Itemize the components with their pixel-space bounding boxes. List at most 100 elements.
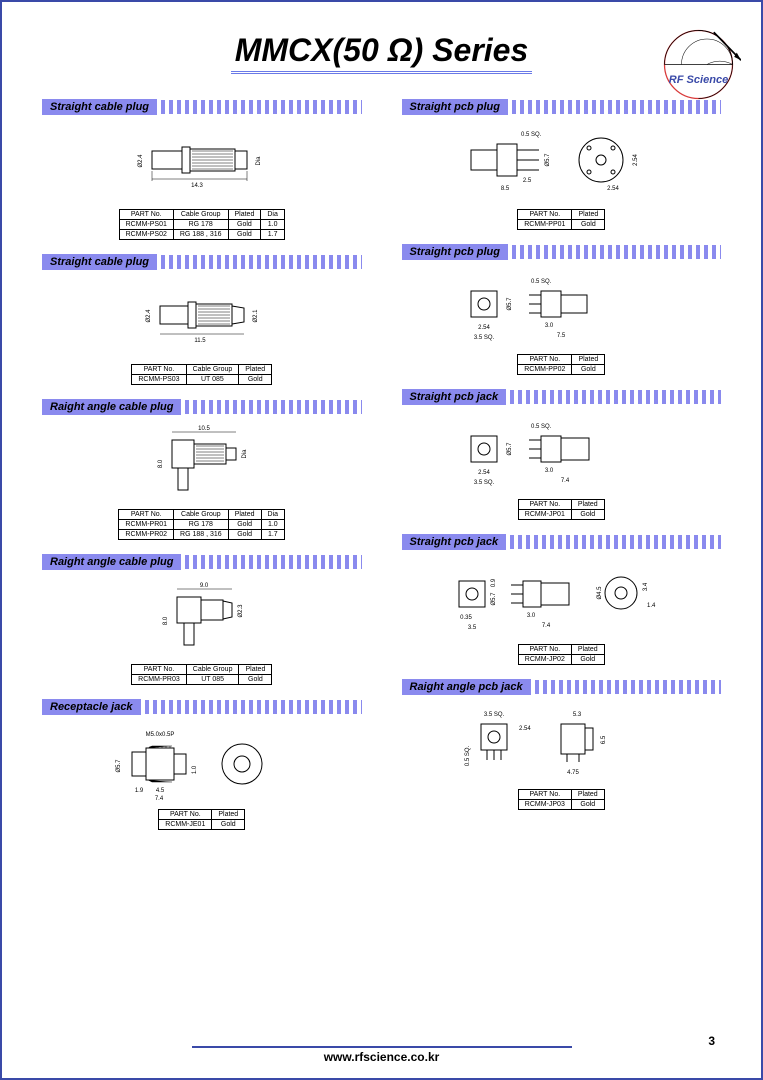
svg-text:0.5 SQ.: 0.5 SQ. [521,132,542,138]
svg-text:Ø5.7: Ø5.7 [507,442,513,456]
part-table-l2: PART No.Cable GroupPlated RCMM-PS03UT 08… [131,364,272,385]
section-label: Straight pcb jack [402,534,507,550]
section-label: Straight pcb jack [402,389,507,405]
part-table-r2: PART No.Plated RCMM-PP02Gold [517,354,605,375]
header-bars [161,100,361,114]
section-label: Raight angle pcb jack [402,679,531,695]
svg-text:2.54: 2.54 [607,186,619,192]
header-bars [510,390,721,404]
svg-text:M5.0x0.5P: M5.0x0.5P [145,732,174,738]
svg-text:8.5: 8.5 [501,186,510,192]
section-label: Straight cable plug [42,254,157,270]
svg-text:1.0: 1.0 [192,765,198,774]
header-bars [510,535,721,549]
page-title: MMCX(50 Ω) Series [231,32,533,74]
section-label: Raight angle cable plug [42,554,181,570]
section-l5: Receptacle jack M5.0x0.5P Ø5.7 1.9 4.5 7… [42,699,362,830]
header-bars [512,245,721,259]
footer: www.rfscience.co.kr [2,1046,761,1064]
svg-text:3.0: 3.0 [545,323,554,329]
svg-text:7.4: 7.4 [542,623,551,629]
svg-text:3.5 SQ.: 3.5 SQ. [484,712,505,718]
svg-text:Ø2.3: Ø2.3 [238,603,244,617]
svg-text:2.54: 2.54 [633,154,639,166]
footer-rule [192,1046,572,1048]
svg-text:7.4: 7.4 [155,796,164,802]
section-l1: Straight cable plug 14.3 [42,99,362,240]
section-l3: Raight angle cable plug 10.5 8.0 Dia [42,399,362,540]
title-area: MMCX(50 Ω) Series RF Science [42,32,721,74]
right-column: Straight pcb plug 0.5 SQ. 8.5 2.5 Ø5.7 2… [402,99,722,844]
part-table-l4: PART No.Cable GroupPlated RCMM-PR03UT 08… [131,664,272,685]
part-table-r5: PART No.Plated RCMM-JP03Gold [518,789,605,810]
svg-text:7.5: 7.5 [557,333,566,339]
svg-text:11.5: 11.5 [194,338,206,344]
part-table-r4: PART No.Plated RCMM-JP02Gold [518,644,605,665]
section-r3: Straight pcb jack 0.5 SQ. Ø5.7 2.54 3.5 … [402,389,722,520]
svg-text:Ø5.7: Ø5.7 [116,759,122,773]
part-table-r1: PART No.Plated RCMM-PP01Gold [517,209,605,230]
part-table-l5: PART No.Plated RCMM-JE01Gold [158,809,245,830]
drawing-receptacle: M5.0x0.5P Ø5.7 1.9 4.5 7.4 1.0 [42,719,362,809]
header-bars [161,255,361,269]
drawing-straight-plug-2: 11.5 Ø2.4 Ø2.1 [42,274,362,364]
svg-text:4.5: 4.5 [156,788,165,794]
svg-text:3.5 SQ.: 3.5 SQ. [474,335,495,341]
svg-text:6.5: 6.5 [601,735,607,744]
svg-text:Dia: Dia [256,156,262,166]
svg-text:10.5: 10.5 [198,426,210,432]
svg-text:3.5 SQ.: 3.5 SQ. [474,480,495,486]
svg-text:Dia: Dia [242,448,248,458]
svg-text:0.5 SQ.: 0.5 SQ. [531,279,552,285]
svg-text:2.54: 2.54 [478,325,490,331]
part-table-l3: PART No.Cable GroupPlatedDia RCMM-PR01RG… [118,509,285,540]
drawing-pcb-jack-2: 0.9 Ø5.7 0.35 3.5 3.0 7.4 Ø4.5 3.4 1.4 [402,554,722,644]
svg-text:9.0: 9.0 [200,583,209,589]
svg-text:1.9: 1.9 [135,788,144,794]
svg-text:2.54: 2.54 [478,470,490,476]
svg-text:8.0: 8.0 [158,459,164,468]
drawing-pcb-plug-2: 0.5 SQ. Ø5.7 2.54 3.5 SQ. 3.0 7.5 [402,264,722,354]
drawing-angle-pcb-jack: 3.5 SQ. 2.54 0.5 SQ. 5.3 6.5 4.75 [402,699,722,789]
section-r5: Raight angle pcb jack 3.5 SQ. 2.54 0.5 S… [402,679,722,810]
svg-text:5.3: 5.3 [573,712,582,718]
svg-text:Ø5.7: Ø5.7 [545,153,551,167]
header-bars [185,555,361,569]
svg-text:0.9: 0.9 [491,578,497,587]
header-bars [145,700,362,714]
section-label: Raight angle cable plug [42,399,181,415]
catalog-page: MMCX(50 Ω) Series RF Science Straight ca… [0,0,763,1080]
section-r1: Straight pcb plug 0.5 SQ. 8.5 2.5 Ø5.7 2… [402,99,722,230]
drawing-angle-plug-2: 9.0 8.0 Ø2.3 [42,574,362,664]
svg-text:2.5: 2.5 [523,178,532,184]
section-label: Straight pcb plug [402,244,508,260]
logo-text: RF Science [669,74,729,86]
section-label: Straight pcb plug [402,99,508,115]
svg-text:2.54: 2.54 [519,726,531,732]
svg-text:Ø5.7: Ø5.7 [507,297,513,311]
svg-text:Ø2.1: Ø2.1 [253,309,259,323]
section-l4: Raight angle cable plug 9.0 8.0 Ø2.3 PAR [42,554,362,685]
section-label: Receptacle jack [42,699,141,715]
svg-text:3.0: 3.0 [545,468,554,474]
svg-text:Ø2.4: Ø2.4 [138,154,144,168]
svg-text:4.75: 4.75 [567,770,579,776]
svg-text:Ø2.4: Ø2.4 [146,309,152,323]
svg-text:Ø4.5: Ø4.5 [597,586,603,600]
svg-text:7.4: 7.4 [561,478,570,484]
header-bars [185,400,361,414]
svg-text:3.5: 3.5 [468,625,477,631]
section-r4: Straight pcb jack 0.9 Ø5.7 0.35 3.5 [402,534,722,665]
drawing-angle-plug-1: 10.5 8.0 Dia [42,419,362,509]
section-l2: Straight cable plug 11.5 Ø2.4 Ø2.1 [42,254,362,385]
svg-text:0.5 SQ.: 0.5 SQ. [465,745,471,766]
part-table-r3: PART No.Plated RCMM-JP01Gold [518,499,605,520]
svg-text:1.4: 1.4 [647,603,656,609]
svg-text:Ø5.7: Ø5.7 [491,592,497,606]
drawing-pcb-plug-1: 0.5 SQ. 8.5 2.5 Ø5.7 2.54 2.54 [402,119,722,209]
svg-text:0.5 SQ.: 0.5 SQ. [531,424,552,430]
drawing-straight-plug-1: 14.3 Ø2.4 Dia [42,119,362,209]
logo: RF Science [656,22,741,112]
drawing-pcb-jack-1: 0.5 SQ. Ø5.7 2.54 3.5 SQ. 3.0 7.4 [402,409,722,499]
left-column: Straight cable plug 14.3 [42,99,362,844]
